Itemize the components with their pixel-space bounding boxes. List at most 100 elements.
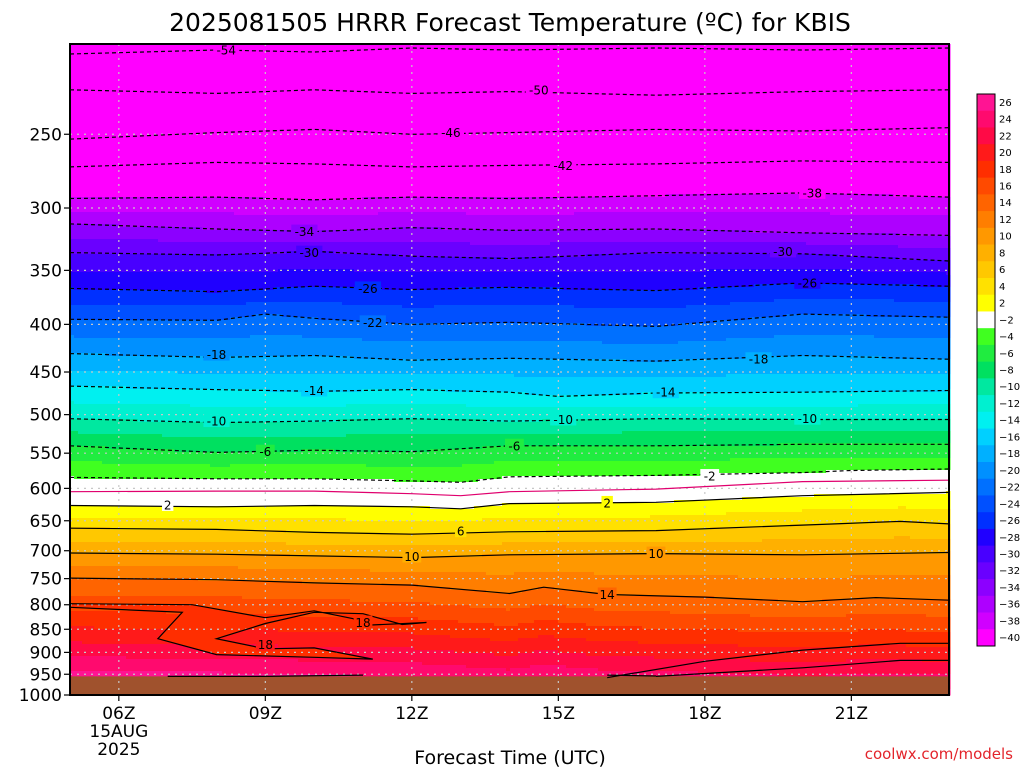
temperature-cell [78,326,83,330]
temperature-cell [86,335,91,339]
temperature-cell [122,215,127,219]
temperature-cell [74,545,79,549]
temperature-cell [126,374,131,378]
temperature-cell [94,644,99,648]
temperature-cell [114,299,119,303]
temperature-cell [110,338,115,342]
temperature-cell [74,242,79,246]
temperature-cell [126,215,131,219]
temperature-cell [74,317,79,321]
temperature-cell [94,308,99,312]
temperature-cell [142,137,147,141]
temperature-cell [98,434,103,438]
temperature-cell [86,374,91,378]
temperature-cell [78,431,83,435]
temperature-cell [90,329,95,333]
temperature-cell [82,590,87,594]
temperature-cell [114,485,119,489]
temperature-cell [122,209,127,213]
temperature-cell [102,665,107,669]
temperature-cell [138,401,143,405]
temperature-cell [90,257,95,261]
temperature-cell [102,194,107,198]
temperature-cell [90,344,95,348]
temperature-cell [114,284,119,288]
temperature-cell [94,617,99,621]
temperature-cell [118,74,123,78]
temperature-cell [106,209,111,213]
temperature-cell [134,380,139,384]
temperature-cell [110,167,115,171]
temperature-cell [126,92,131,96]
temperature-cell [130,227,135,231]
temperature-cell [122,479,127,483]
temperature-cell [82,83,87,87]
temperature-cell [118,209,123,213]
temperature-cell [122,71,127,75]
temperature-cell [134,620,139,624]
temperature-cell [86,80,91,84]
temperature-cell [138,170,143,174]
temperature-cell [114,308,119,312]
temperature-cell [102,611,107,615]
temperature-cell [134,305,139,309]
temperature-cell [94,467,99,471]
temperature-cell [142,47,147,51]
temperature-cell [74,593,79,597]
temperature-cell [134,665,139,669]
temperature-cell [74,506,79,510]
temperature-cell [90,155,95,159]
temperature-cell [102,428,107,432]
temperature-cell [134,560,139,564]
temperature-cell [138,539,143,543]
temperature-cell [98,398,103,402]
temperature-cell [102,458,107,462]
temperature-cell [78,260,83,264]
temperature-cell [110,389,115,393]
temperature-cell [110,146,115,150]
temperature-cell [134,248,139,252]
temperature-cell [138,599,143,603]
temperature-cell [98,443,103,447]
temperature-cell [82,263,87,267]
temperature-cell [118,200,123,204]
temperature-cell [82,62,87,66]
temperature-cell [122,482,127,486]
temperature-cell [90,203,95,207]
temperature-cell [122,620,127,624]
temperature-cell [78,374,83,378]
temperature-cell [106,98,111,102]
temperature-cell [110,155,115,159]
temperature-cell [126,311,131,315]
temperature-cell [86,359,91,363]
temperature-cell [138,71,143,75]
temperature-cell [110,329,115,333]
temperature-cell [138,596,143,600]
temperature-cell [138,569,143,573]
temperature-cell [94,497,99,501]
temperature-cell [114,449,119,453]
temperature-cell [130,146,135,150]
temperature-cell [78,479,83,483]
temperature-cell [106,638,111,642]
temperature-cell [134,614,139,618]
temperature-cell [134,533,139,537]
temperature-cell [98,407,103,411]
temperature-cell [98,194,103,198]
temperature-cell [102,185,107,189]
temperature-cell [134,515,139,519]
temperature-cell [102,224,107,228]
temperature-cell [126,242,131,246]
temperature-cell [94,470,99,474]
temperature-cell [130,308,135,312]
temperature-cell [114,437,119,441]
temperature-cell [126,356,131,360]
temperature-cell [126,461,131,465]
temperature-cell [78,515,83,519]
temperature-cell [78,554,83,558]
temperature-cell [102,464,107,468]
temperature-cell [114,209,119,213]
temperature-cell [122,179,127,183]
temperature-cell [122,554,127,558]
temperature-cell [114,566,119,570]
